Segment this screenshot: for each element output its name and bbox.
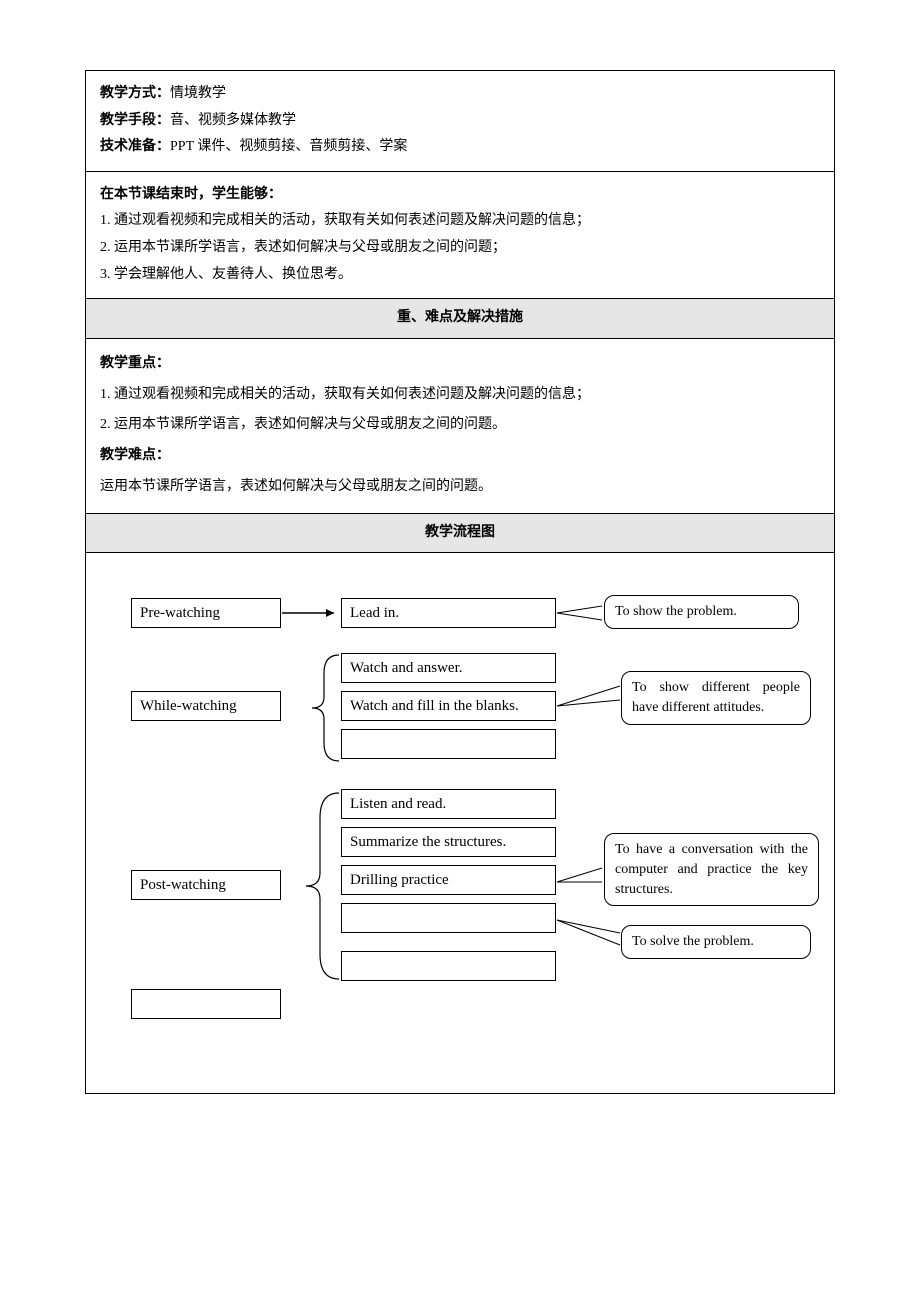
- objective-2: 2. 运用本节课所学语言，表述如何解决与父母或朋友之间的问题；: [100, 235, 820, 262]
- step-post-empty2: [341, 951, 556, 981]
- step-lead-in: Lead in.: [341, 598, 556, 628]
- callout-conversation: To have a conversation with the computer…: [604, 833, 819, 906]
- stage-empty: [131, 989, 281, 1019]
- text-method: 情境教学: [170, 86, 226, 101]
- step-drilling: Drilling practice: [341, 865, 556, 895]
- step-listen-read: Listen and read.: [341, 789, 556, 819]
- difficulties-text: 运用本节课所学语言，表述如何解决与父母或朋友之间的问题。: [100, 472, 820, 503]
- difficulties-label: 教学难点：: [100, 441, 820, 472]
- header-flowchart: 教学流程图: [86, 513, 835, 553]
- lesson-plan-table: 教学方式：情境教学 教学手段：音、视频多媒体教学 技术准备：PPT 课件、视频剪…: [85, 70, 835, 1094]
- text-prep: PPT 课件、视频剪接、音频剪接、学案: [170, 139, 407, 154]
- label-method: 教学方式：: [100, 86, 170, 101]
- label-prep: 技术准备：: [100, 139, 170, 154]
- step-post-empty1: [341, 903, 556, 933]
- objective-1: 1. 通过观看视频和完成相关的活动，获取有关如何表述问题及解决问题的信息；: [100, 208, 820, 235]
- objectives-heading: 在本节课结束时，学生能够：: [100, 182, 820, 209]
- callout-show-problem: To show the problem.: [604, 595, 799, 629]
- section-flowchart: Pre-watching While-watching Post-watchin…: [86, 553, 835, 1094]
- section-objectives: 在本节课结束时，学生能够： 1. 通过观看视频和完成相关的活动，获取有关如何表述…: [86, 171, 835, 298]
- keypoint-2: 2. 运用本节课所学语言，表述如何解决与父母或朋友之间的问题。: [100, 410, 820, 441]
- stage-while-watching: While-watching: [131, 691, 281, 721]
- objective-3: 3. 学会理解他人、友善待人、换位思考。: [100, 262, 820, 289]
- callout-different-attitudes: To show different people have different …: [621, 671, 811, 724]
- section-key-difficulties: 教学重点： 1. 通过观看视频和完成相关的活动，获取有关如何表述问题及解决问题的…: [86, 338, 835, 513]
- flowchart: Pre-watching While-watching Post-watchin…: [96, 573, 824, 1083]
- stage-pre-watching: Pre-watching: [131, 598, 281, 628]
- label-means: 教学手段：: [100, 113, 170, 128]
- step-summarize: Summarize the structures.: [341, 827, 556, 857]
- keypoints-label: 教学重点：: [100, 349, 820, 380]
- text-means: 音、视频多媒体教学: [170, 113, 296, 128]
- keypoint-1: 1. 通过观看视频和完成相关的活动，获取有关如何表述问题及解决问题的信息；: [100, 380, 820, 411]
- section-teaching-setup: 教学方式：情境教学 教学手段：音、视频多媒体教学 技术准备：PPT 课件、视频剪…: [86, 71, 835, 172]
- document-page: 教学方式：情境教学 教学手段：音、视频多媒体教学 技术准备：PPT 课件、视频剪…: [0, 0, 920, 1302]
- step-watch-fill: Watch and fill in the blanks.: [341, 691, 556, 721]
- step-watch-answer: Watch and answer.: [341, 653, 556, 683]
- stage-post-watching: Post-watching: [131, 870, 281, 900]
- callout-solve-problem: To solve the problem.: [621, 925, 811, 959]
- step-while-empty: [341, 729, 556, 759]
- header-key-difficulties: 重、难点及解决措施: [86, 299, 835, 339]
